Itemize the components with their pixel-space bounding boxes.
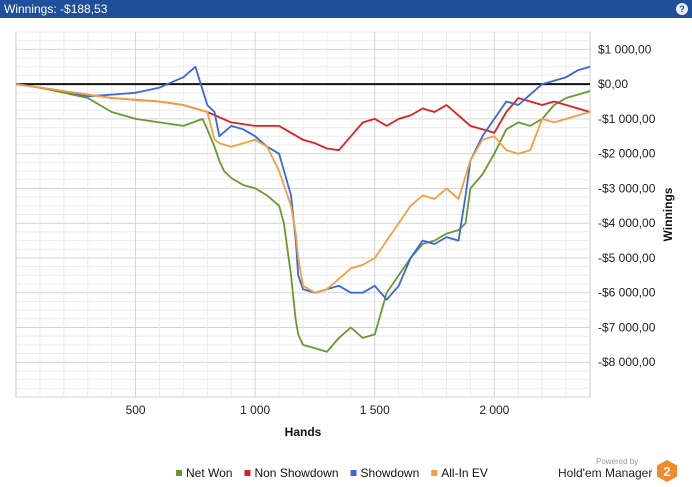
series-line-3 [15,83,591,294]
series-line-0 [15,83,591,353]
legend-label-2[interactable]: Showdown [361,466,420,480]
y-axis-title: Winnings [661,187,675,241]
hm2-logo-icon: 2 [657,460,677,482]
y-tick-label: $0,00 [598,77,628,91]
y-tick-label: -$8 000,00 [598,355,656,369]
brand-name: Hold'em Manager [558,466,653,480]
y-tick-label: -$2 000,00 [598,147,656,161]
x-tick-label: 1 500 [360,403,390,417]
y-tick-label: -$4 000,00 [598,216,656,230]
window-title: Winnings: -$188,53 [4,2,108,16]
legend-swatch-2[interactable] [350,470,357,476]
y-tick-label: -$7 000,00 [598,320,656,334]
y-tick-label: -$1 000,00 [598,112,656,126]
legend-label-0[interactable]: Net Won [186,466,232,480]
y-tick-label: -$3 000,00 [598,181,656,195]
legend-swatch-3[interactable] [431,470,438,476]
legend-label-3[interactable]: All-In EV [441,466,488,480]
powered-by-label: Powered by [596,457,639,466]
legend-swatch-1[interactable] [244,470,251,476]
title-bar: Winnings: -$188,53 ? [0,0,692,18]
x-tick-label: 500 [126,403,146,417]
series-line-2 [15,65,591,301]
x-axis-title: Hands [285,425,322,439]
x-tick-label: 2 000 [479,403,509,417]
y-tick-label: -$6 000,00 [598,286,656,300]
legend-swatch-0[interactable] [176,470,182,476]
help-icon[interactable]: ? [676,3,688,15]
y-tick-label: -$5 000,00 [598,251,656,265]
y-tick-label: $1 000,00 [598,42,652,56]
svg-text:2: 2 [663,464,670,479]
legend-label-1[interactable]: Non Showdown [254,466,338,480]
x-tick-label: 1 000 [240,403,270,417]
